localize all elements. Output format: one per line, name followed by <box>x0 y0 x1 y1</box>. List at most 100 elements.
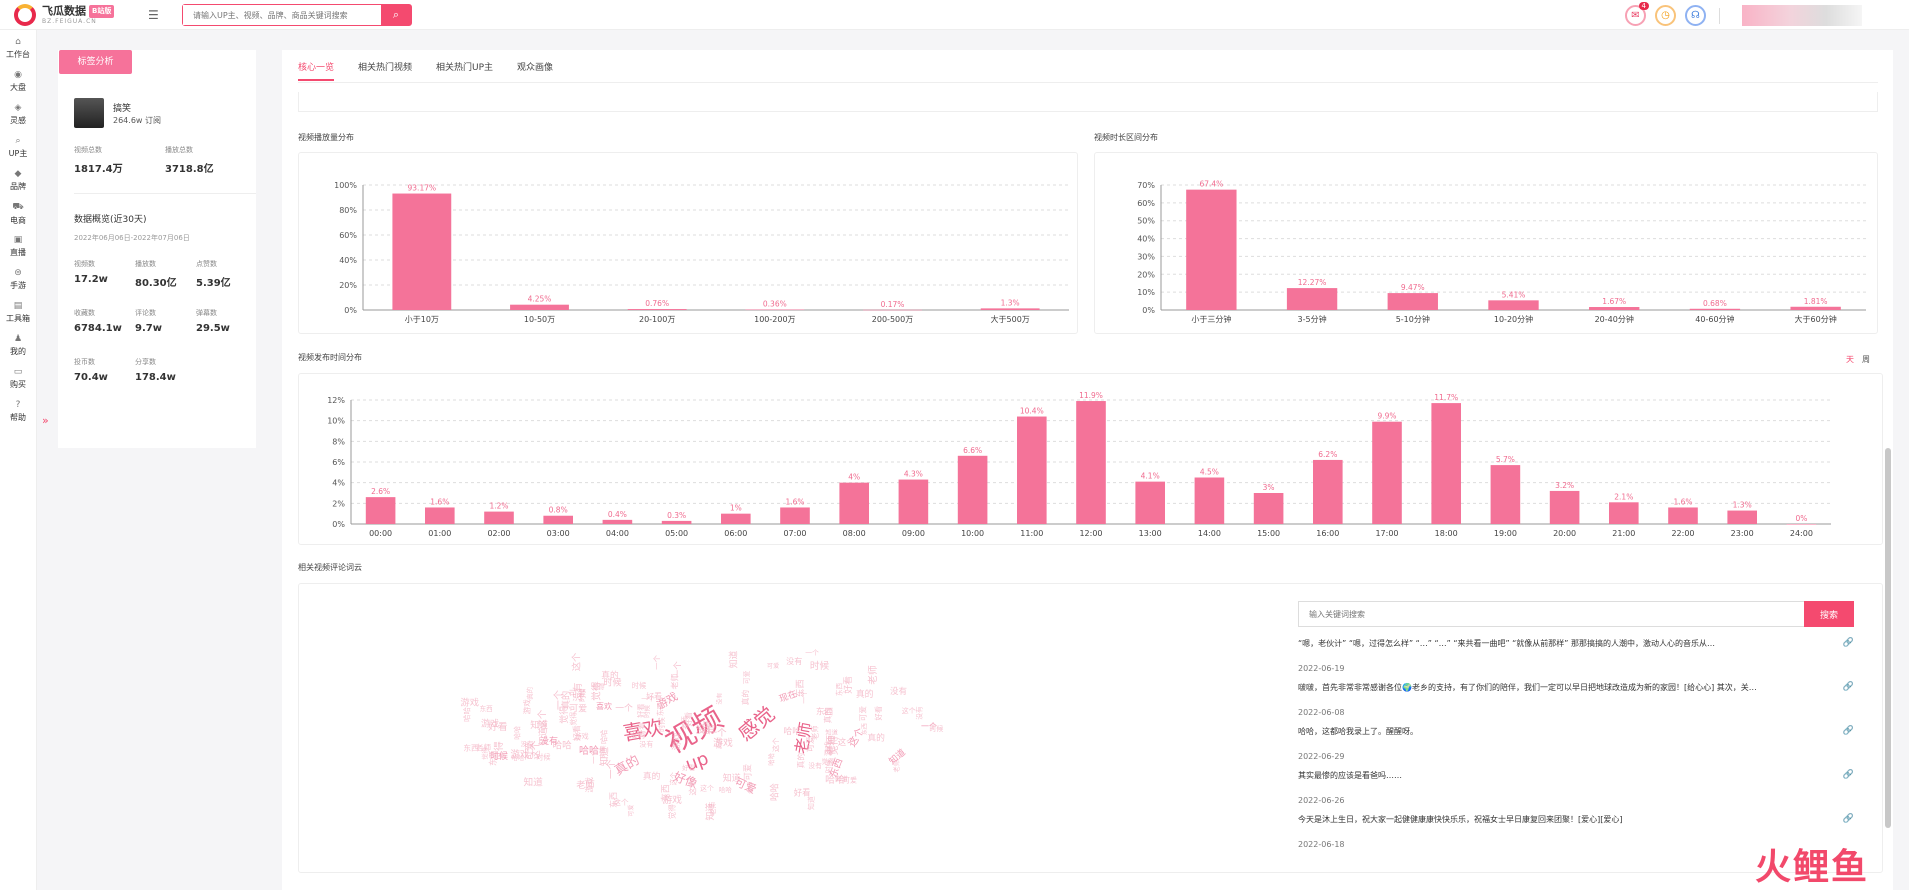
bar <box>1790 306 1841 310</box>
word-cloud-word: 知道 <box>537 728 549 746</box>
sidebar-item-up[interactable]: ⌕ UP主 <box>0 129 36 162</box>
scrollbar[interactable] <box>1885 448 1891 828</box>
help-icon: ? <box>15 400 21 410</box>
comment-search: 搜索 <box>1298 601 1854 627</box>
duration-chart-card: 0% 10% 20% 30% 40% 50% 60% 70% 67.4% 小于三分钟 12.27% 3… <box>1094 152 1878 334</box>
mail-icon[interactable]: ✉ 4 <box>1625 2 1649 26</box>
word-cloud-word: 老师 <box>475 743 491 753</box>
word-cloud-word: 东西 <box>487 750 497 766</box>
sidebar-item-ecommerce[interactable]: ⛟ 电商 <box>0 195 36 228</box>
word-cloud-word: 可爱 <box>743 764 753 781</box>
sidebar-item-mine[interactable]: ♟ 我的 <box>0 327 36 360</box>
x-tick-label: 小于10万 <box>405 315 439 324</box>
word-cloud-word: 觉得 <box>828 735 840 755</box>
bar <box>543 515 573 524</box>
menu-toggle-icon[interactable]: ☰ <box>148 8 159 22</box>
clock-icon[interactable]: ◷ <box>1655 5 1676 26</box>
global-search-input[interactable] <box>183 5 381 25</box>
word-cloud-word: 真的 <box>601 669 619 681</box>
tab-hot-videos[interactable]: 相关热门视频 <box>358 63 413 73</box>
word-cloud-word: 这个 <box>613 797 629 807</box>
data-label: 6.6% <box>963 446 982 455</box>
word-cloud-word: 好看 <box>684 712 693 727</box>
user-avatar[interactable] <box>1742 5 1862 26</box>
link-icon[interactable]: 🔗 <box>1842 726 1854 736</box>
word-cloud-word: 可爱 <box>805 736 815 752</box>
word-cloud-word: 哈哈 <box>462 707 472 722</box>
toggle-week[interactable]: 周 <box>1862 355 1870 364</box>
bar <box>1135 481 1165 524</box>
comment-item: 啵啵，首先非常非常感谢各位🌍老乡的支持，有了你们的陪伴，我们一定可以早日把地球改… <box>1298 682 1854 717</box>
word-cloud-word: 时候 <box>824 759 833 773</box>
word-cloud-word: 这个 <box>537 709 549 729</box>
stat-likes: 点赞数 5.39亿 <box>196 260 231 289</box>
tab-core-overview[interactable]: 核心一览 <box>298 60 335 81</box>
comment-search-button[interactable]: 搜索 <box>1804 601 1854 627</box>
x-tick-label: 14:00 <box>1198 529 1221 538</box>
word-cloud-word: 真的 <box>795 753 805 769</box>
word-cloud-word: 老师 <box>670 674 680 690</box>
word-cloud-word: 老师 <box>891 760 900 773</box>
bulb-icon: ◈ <box>14 103 22 113</box>
bar <box>484 511 514 524</box>
data-label: 4.5% <box>1200 468 1219 477</box>
word-cloud-word: 游戏 <box>575 731 589 740</box>
expand-chevron-icon[interactable]: » <box>42 414 49 427</box>
sidebar-item-workbench[interactable]: ⌂ 工作台 <box>0 30 36 63</box>
search-user-icon: ⌕ <box>15 136 21 146</box>
publish-time-chart: 0% 2% 4% 6% 8% 10% 12% 2.6% 00:00 1.6% 01:00 1.2% 02… <box>327 391 1831 538</box>
y-tick-label: 70% <box>1137 181 1155 190</box>
y-tick-label: 12% <box>327 396 345 405</box>
data-label: 12.27% <box>1298 278 1327 287</box>
duration-distribution-chart: 0% 10% 20% 30% 40% 50% 60% 70% 67.4% 小于三分钟 12.27% 3… <box>1137 180 1866 324</box>
sidebar-item-brand[interactable]: ◆ 品牌 <box>0 162 36 195</box>
word-cloud-word: 时候 <box>536 753 550 762</box>
word-cloud-word: 可爱 <box>523 742 535 760</box>
x-tick-label: 大于60分钟 <box>1795 314 1837 324</box>
toggle-day[interactable]: 天 <box>1846 355 1854 364</box>
word-cloud-word: 知道 <box>530 719 548 731</box>
x-tick-label: 12:00 <box>1079 529 1102 538</box>
logo[interactable]: 飞瓜数据 B站版 BZ.FEIGUA.CN <box>14 4 115 26</box>
word-cloud-word: 知道 <box>598 746 611 766</box>
headset-icon[interactable]: ☊ <box>1685 5 1706 26</box>
data-label: 3.2% <box>1555 481 1574 490</box>
link-icon[interactable]: 🔗 <box>1842 814 1854 824</box>
word-cloud-word: 一个 <box>590 748 599 764</box>
x-tick-label: 17:00 <box>1375 529 1398 538</box>
sidebar-item-buy[interactable]: ▭ 购买 <box>0 360 36 393</box>
word-cloud-word: 这个 <box>669 772 678 786</box>
sidebar-item-mobile-game[interactable]: ⊜ 手游 <box>0 261 36 294</box>
sidebar-item-toolbox[interactable]: ▤ 工具箱 <box>0 294 36 327</box>
data-label: 4.1% <box>1141 472 1160 481</box>
word-cloud-word: 哈哈 <box>719 785 732 794</box>
link-icon[interactable]: 🔗 <box>1842 770 1854 780</box>
tag-analysis-button[interactable]: 标签分析 <box>59 50 132 74</box>
sidebar-item-help[interactable]: ? 帮助 <box>0 393 36 426</box>
word-cloud-word: 哈哈 <box>783 725 801 737</box>
sidebar-item-market[interactable]: ◉ 大盘 <box>0 63 36 96</box>
bar <box>425 507 455 524</box>
sidebar-item-live[interactable]: ▣ 直播 <box>0 228 36 261</box>
data-label: 67.4% <box>1199 180 1223 189</box>
tab-audience[interactable]: 观众画像 <box>517 63 554 73</box>
tab-hot-up[interactable]: 相关热门UP主 <box>436 63 494 73</box>
x-tick-label: 01:00 <box>428 529 451 538</box>
x-tick-label: 10-50万 <box>524 315 555 324</box>
link-icon[interactable]: 🔗 <box>1842 638 1854 648</box>
y-tick-label: 20% <box>339 281 357 290</box>
global-search-button[interactable]: ⌕ <box>381 5 411 25</box>
word-cloud-word: 可爱 <box>569 704 587 715</box>
x-tick-label: 15:00 <box>1257 529 1280 538</box>
word-cloud-word: 没有 <box>808 761 822 770</box>
y-tick-label: 0% <box>1142 306 1155 315</box>
link-icon[interactable]: 🔗 <box>1842 682 1854 692</box>
data-label: 2.6% <box>371 487 390 496</box>
x-tick-label: 40-60分钟 <box>1695 314 1734 324</box>
word-cloud-word: 好看 <box>794 787 811 797</box>
word-cloud-word: 真的 <box>643 770 661 782</box>
word-cloud-word: 一个 <box>605 759 617 779</box>
comment-search-input[interactable] <box>1298 601 1804 627</box>
data-label: 2.1% <box>1614 492 1633 501</box>
sidebar-item-inspiration[interactable]: ◈ 灵感 <box>0 96 36 129</box>
